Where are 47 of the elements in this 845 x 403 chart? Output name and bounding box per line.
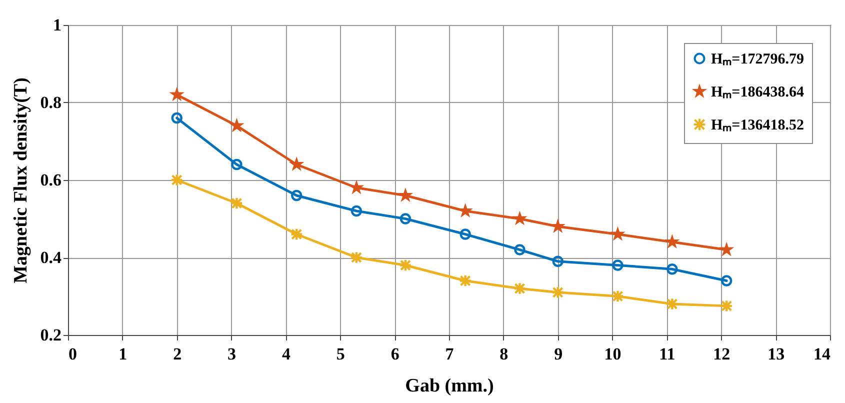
point: [551, 286, 564, 299]
point: [291, 190, 302, 202]
point: [231, 158, 242, 170]
x-tick-label: 0: [68, 344, 77, 364]
x-tick-label: 3: [228, 344, 236, 364]
x-tick-label: 9: [554, 344, 563, 364]
y-tick-label: 1: [53, 16, 62, 34]
x-tick-label: 14: [814, 344, 831, 364]
x-axis-title: Gab (mm.): [405, 376, 494, 396]
x-tick-label: 5: [336, 344, 345, 364]
y-tick-label: 0.8: [40, 93, 62, 112]
y-axis-title: Magnetic Flux density(T): [10, 78, 32, 284]
x-tick-label: 11: [659, 344, 676, 364]
legend-label: Hₘ=172796.79: [711, 52, 804, 68]
point: [666, 264, 678, 275]
point: [611, 290, 624, 303]
point: [458, 274, 472, 288]
point: [460, 228, 471, 240]
x-tick-label: 4: [282, 344, 291, 364]
x-tick-label: 10: [604, 344, 622, 364]
legend-label: Hₘ=136418.52: [711, 118, 804, 134]
point: [398, 258, 412, 272]
y-tick-label: 0.6: [40, 170, 62, 190]
point: [230, 196, 244, 210]
x-tick-label: 1: [118, 344, 128, 364]
x-tick-label: 7: [445, 344, 454, 364]
point: [350, 251, 363, 264]
x-tick-label: 12: [713, 344, 730, 364]
x-tick-label: 6: [390, 344, 400, 364]
x-tick-label: 13: [768, 344, 785, 364]
point: [290, 228, 304, 241]
point: [171, 112, 182, 124]
point: [170, 174, 184, 186]
point: [721, 275, 732, 286]
legend-label: Hₘ=186438.64: [711, 84, 804, 100]
point: [552, 256, 564, 267]
y-tick-label: 0.4: [40, 248, 62, 267]
y-tick-label: 0.2: [40, 326, 62, 344]
point: [400, 213, 412, 224]
point: [514, 244, 526, 256]
point: [612, 260, 624, 271]
point: [666, 298, 679, 310]
point: [513, 282, 526, 295]
x-tick-label: 2: [173, 344, 182, 364]
x-tick-label: 8: [500, 344, 508, 364]
point: [350, 205, 362, 217]
point: [720, 299, 734, 312]
